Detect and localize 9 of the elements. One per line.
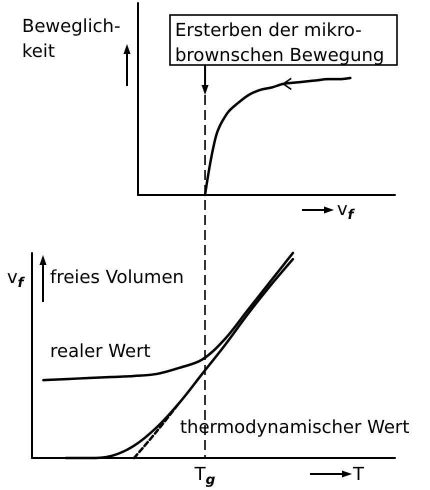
y-axis-title: Beweglich- keit xyxy=(22,16,120,62)
x-axis-title: T xyxy=(352,464,365,485)
series-label: realer Wert xyxy=(50,341,151,362)
series-label: thermodynamischer Wert xyxy=(180,417,410,438)
y-axis-title: freies Volumen xyxy=(50,267,184,288)
text: v$_{f}$ xyxy=(7,267,26,291)
text: T$_{g}$ xyxy=(194,464,216,488)
text: Ersterben der mikro- brownschen Bewegung xyxy=(175,20,384,66)
x-axis-title: v$_{f}$ xyxy=(337,199,356,223)
